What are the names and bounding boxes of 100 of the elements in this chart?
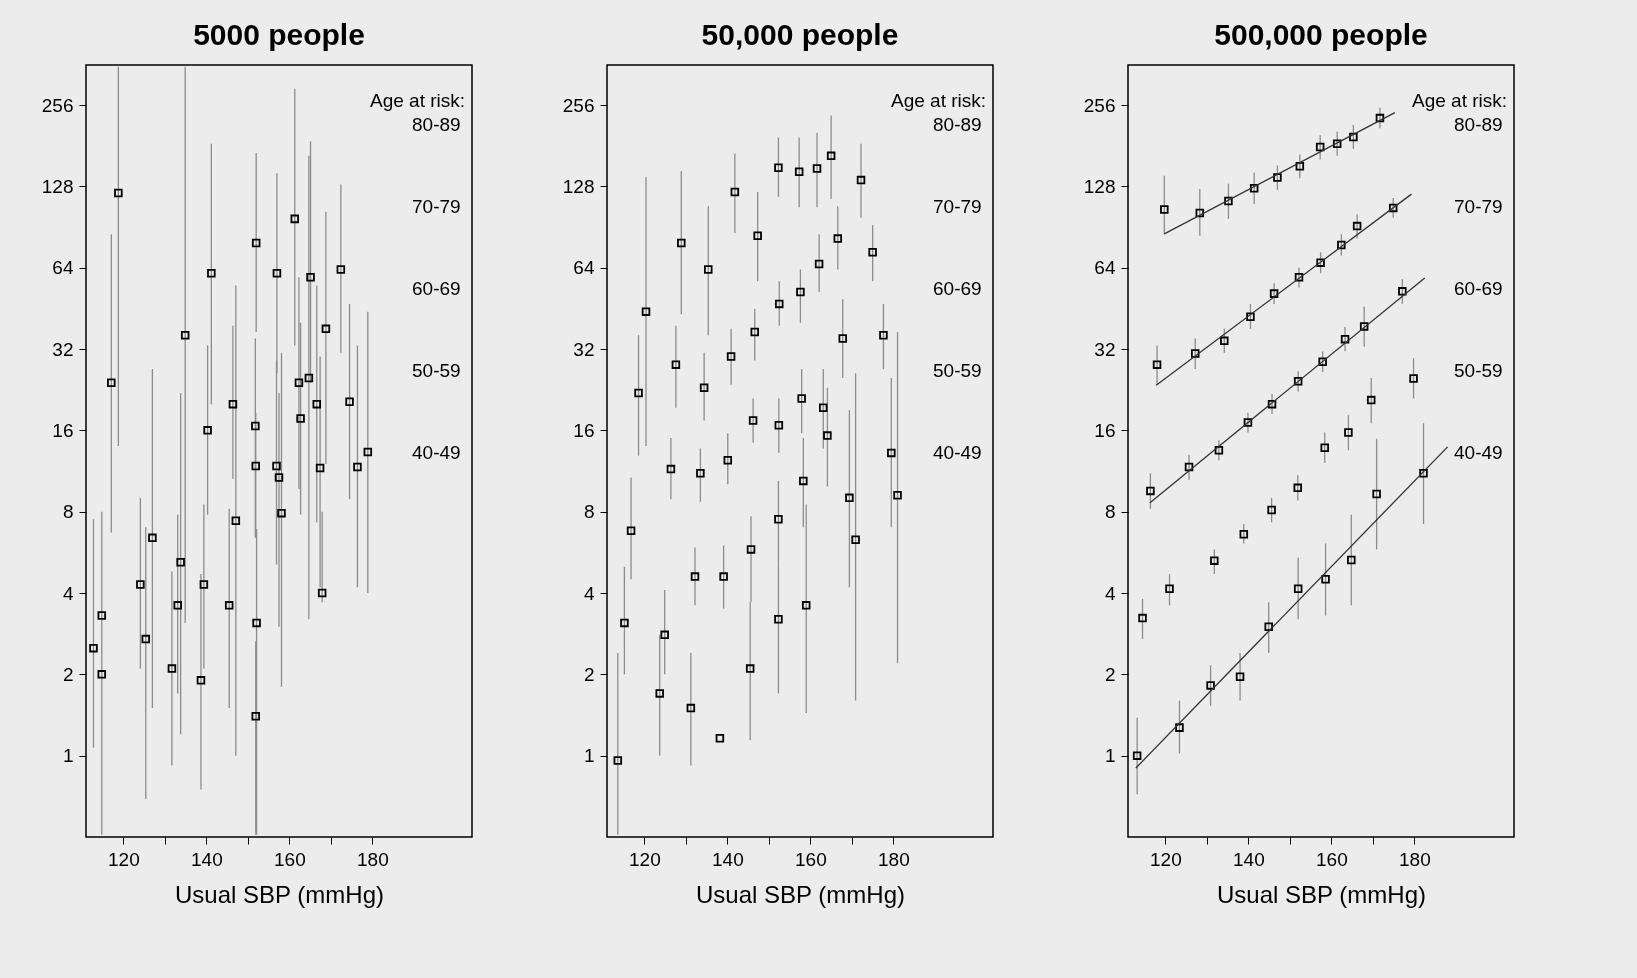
- point: [228, 399, 238, 409]
- point: [277, 508, 286, 518]
- point: [796, 287, 805, 297]
- point: [252, 618, 261, 628]
- point: [726, 352, 736, 361]
- point: [1320, 443, 1329, 452]
- point: [666, 464, 676, 474]
- point: [1146, 486, 1155, 496]
- point: [677, 238, 686, 248]
- point: [321, 324, 331, 334]
- y-tick-label: 4: [583, 582, 595, 604]
- point: [1249, 183, 1259, 193]
- point: [296, 414, 305, 423]
- point: [353, 462, 362, 472]
- point: [1352, 221, 1362, 231]
- point: [1344, 428, 1353, 437]
- point: [774, 163, 783, 172]
- point: [1224, 196, 1233, 206]
- point: [671, 360, 681, 369]
- point: [715, 734, 725, 743]
- point: [655, 689, 664, 698]
- point: [799, 476, 808, 486]
- point: [1359, 322, 1369, 331]
- point: [851, 535, 860, 544]
- y-tick-label: 64: [573, 257, 595, 279]
- point: [818, 403, 828, 412]
- point: [1294, 272, 1304, 282]
- point: [826, 151, 836, 161]
- y-tick-label: 256: [41, 94, 74, 116]
- y-tick-label: 64: [52, 257, 74, 279]
- x-tick-label: 140: [712, 848, 744, 870]
- point: [148, 533, 157, 543]
- point: [1206, 681, 1215, 690]
- y-tick-label: 8: [583, 501, 595, 523]
- point: [814, 259, 824, 269]
- y-tick-label: 32: [52, 338, 74, 360]
- x-tick-label: 160: [795, 848, 827, 870]
- point: [274, 473, 284, 482]
- x-tick-label: 140: [191, 848, 223, 870]
- point: [613, 756, 623, 765]
- point: [1293, 377, 1303, 386]
- y-tick-label: 8: [1104, 501, 1116, 523]
- point: [224, 601, 234, 610]
- y-tick-label: 32: [1094, 338, 1116, 360]
- point: [290, 214, 300, 224]
- point: [774, 514, 783, 524]
- point: [838, 334, 847, 343]
- y-tick-label: 256: [1083, 94, 1116, 116]
- point: [251, 421, 260, 431]
- y-tick-label: 2: [62, 663, 74, 685]
- point: [699, 383, 709, 393]
- x-axis-title: Usual SBP (mmHg): [1217, 880, 1426, 908]
- x-axis-title: Usual SBP (mmHg): [696, 880, 905, 908]
- point: [114, 188, 123, 198]
- y-tick-label: 4: [1104, 582, 1116, 604]
- x-tick-label: 180: [1399, 848, 1431, 870]
- point: [180, 330, 190, 340]
- point: [753, 231, 762, 241]
- point: [1160, 205, 1169, 214]
- point: [1184, 462, 1194, 472]
- point: [1372, 489, 1381, 499]
- point: [317, 588, 327, 598]
- x-tick-label: 140: [1233, 848, 1265, 870]
- point: [626, 526, 636, 535]
- point: [893, 491, 902, 500]
- x-tick-label: 120: [1150, 848, 1182, 870]
- point: [1175, 723, 1184, 732]
- annotation: Age at risk:: [1412, 90, 1508, 111]
- point: [1419, 468, 1428, 478]
- point: [868, 247, 877, 257]
- point: [306, 272, 315, 282]
- point: [1235, 672, 1245, 681]
- point: [1332, 139, 1342, 149]
- point: [748, 416, 758, 425]
- point: [196, 676, 206, 685]
- annotation: 80-89: [412, 114, 461, 135]
- point: [750, 327, 760, 337]
- point: [1315, 142, 1325, 152]
- y-tick-label: 64: [1094, 257, 1116, 279]
- point: [251, 461, 261, 471]
- annotation: 70-79: [412, 196, 461, 217]
- point: [207, 269, 216, 278]
- point: [176, 557, 185, 567]
- point: [203, 426, 212, 435]
- point: [107, 378, 116, 388]
- point: [704, 265, 713, 274]
- point: [774, 421, 784, 430]
- point: [1138, 613, 1147, 623]
- annotation: 60-69: [412, 278, 461, 299]
- point: [1132, 751, 1142, 760]
- point: [167, 664, 177, 673]
- point: [1295, 161, 1305, 171]
- point: [1273, 173, 1282, 182]
- point: [745, 664, 755, 673]
- point: [1318, 357, 1327, 367]
- point: [336, 265, 346, 274]
- point: [1347, 555, 1356, 565]
- point: [812, 164, 822, 173]
- y-tick-label: 2: [1104, 663, 1116, 685]
- point: [690, 572, 700, 581]
